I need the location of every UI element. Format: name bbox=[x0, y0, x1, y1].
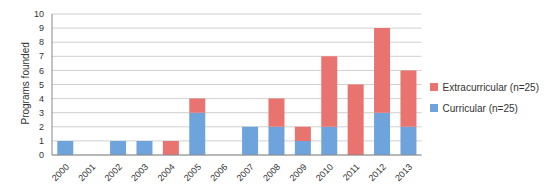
svg-text:2007: 2007 bbox=[235, 162, 256, 183]
svg-text:2: 2 bbox=[39, 122, 44, 132]
svg-text:6: 6 bbox=[39, 66, 44, 76]
svg-text:2002: 2002 bbox=[103, 162, 124, 183]
svg-text:7: 7 bbox=[39, 51, 44, 61]
svg-text:3: 3 bbox=[39, 108, 44, 118]
svg-text:5: 5 bbox=[39, 80, 44, 90]
svg-text:2012: 2012 bbox=[367, 162, 388, 183]
svg-text:2004: 2004 bbox=[155, 162, 176, 183]
svg-text:4: 4 bbox=[39, 94, 44, 104]
svg-text:2005: 2005 bbox=[182, 162, 203, 183]
svg-text:9: 9 bbox=[39, 23, 44, 33]
svg-text:2000: 2000 bbox=[50, 162, 71, 183]
html-text:Curricular (n=25): Curricular (n=25) bbox=[442, 102, 518, 114]
svg-text:8: 8 bbox=[39, 37, 44, 47]
svg-text:0: 0 bbox=[39, 150, 44, 160]
svg-text:2001: 2001 bbox=[76, 162, 97, 183]
html-text:Extracurricular (n=25): Extracurricular (n=25) bbox=[442, 81, 539, 93]
svg-text:Programs founded: Programs founded bbox=[20, 42, 31, 124]
svg-text:1: 1 bbox=[39, 136, 44, 146]
svg-text:2010: 2010 bbox=[314, 162, 335, 183]
svg-text:2008: 2008 bbox=[261, 162, 282, 183]
svg-text:2013: 2013 bbox=[393, 162, 414, 183]
svg-text:10: 10 bbox=[34, 9, 44, 19]
svg-text:2006: 2006 bbox=[208, 162, 229, 183]
svg-text:2009: 2009 bbox=[287, 162, 308, 183]
svg-text:2003: 2003 bbox=[129, 162, 150, 183]
svg-text:2011: 2011 bbox=[341, 162, 362, 183]
